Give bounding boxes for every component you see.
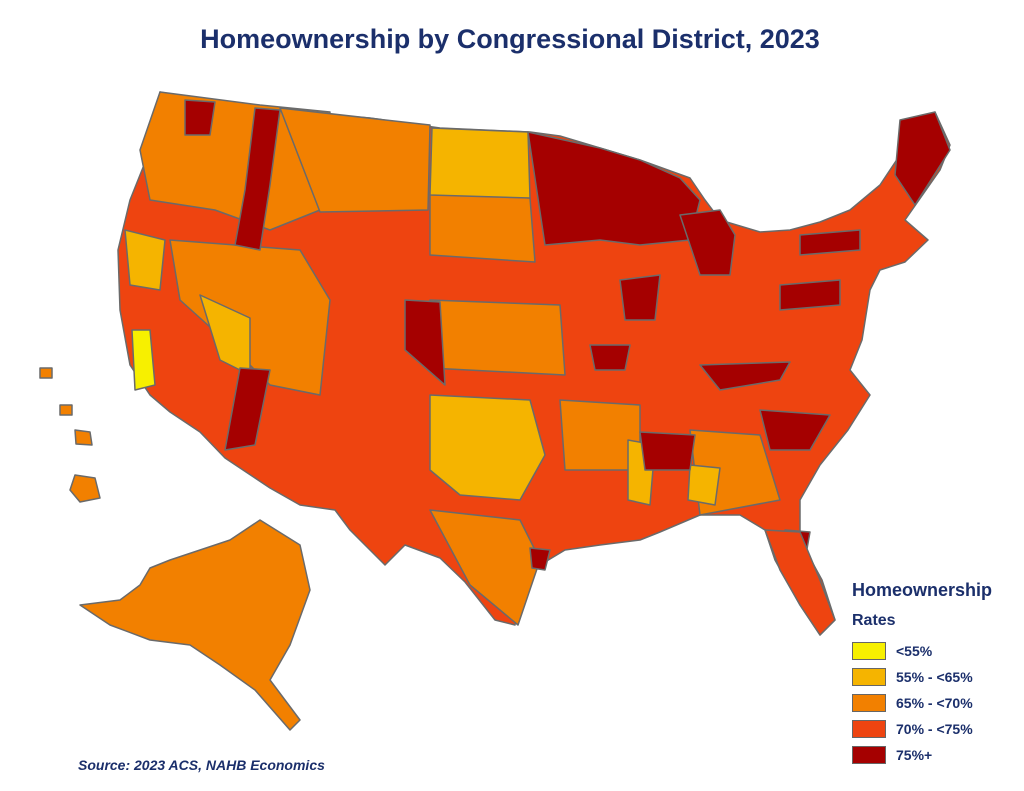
- region-pennsylvania: [779, 279, 841, 311]
- legend-label: 65% - <70%: [896, 695, 973, 711]
- region-texas-gulf: [529, 547, 551, 571]
- region-hawaii-oahu: [59, 404, 73, 416]
- legend-swatch: [852, 642, 886, 660]
- legend-title: Homeownership: [852, 580, 993, 600]
- region-bay-area: [131, 329, 156, 391]
- region-colorado-west: [404, 299, 446, 386]
- legend-item-70-75: 70% - <75%: [852, 716, 1020, 742]
- region-maine: [894, 111, 951, 206]
- legend-item-65-70: 65% - <70%: [852, 690, 1020, 716]
- region-south-texas: [429, 509, 541, 626]
- legend-swatch: [852, 694, 886, 712]
- region-kansas: [429, 299, 566, 376]
- region-california-coast: [124, 229, 166, 291]
- region-hawaii-maui: [74, 429, 93, 446]
- legend-item-75plus: 75%+: [852, 742, 1020, 768]
- legend-subtitle: Rates: [852, 612, 896, 629]
- region-north-dakota: [429, 127, 531, 199]
- legend-swatch: [852, 720, 886, 738]
- region-south-dakota: [429, 191, 536, 263]
- region-hawaii-kauai: [39, 367, 53, 379]
- legend-item-55-65: 55% - <65%: [852, 664, 1020, 690]
- region-alabama: [687, 464, 721, 506]
- legend-label: 70% - <75%: [896, 721, 973, 737]
- region-puget: [184, 99, 216, 136]
- region-missouri: [589, 344, 631, 371]
- region-new-york: [799, 229, 861, 256]
- region-wisconsin-south: [619, 274, 661, 321]
- map-title: Homeownership by Congressional District,…: [200, 24, 820, 54]
- legend-label: 55% - <65%: [896, 669, 973, 685]
- region-carolinas: [759, 409, 831, 451]
- region-oklahoma: [429, 394, 546, 501]
- region-florida: [764, 529, 836, 636]
- legend-item-lt55: <55%: [852, 638, 1020, 664]
- legend-label: 75%+: [896, 747, 933, 763]
- source-note: Source: 2023 ACS, NAHB Economics: [78, 757, 325, 773]
- us-district-map: [39, 91, 951, 731]
- region-washington-east: [234, 107, 281, 251]
- region-appalachia: [699, 361, 791, 391]
- region-arizona-west: [224, 367, 271, 451]
- legend: Homeownership Rates <55% 55% - <65% 65% …: [852, 578, 1020, 768]
- region-hawaii-big: [69, 474, 101, 503]
- legend-swatch: [852, 668, 886, 686]
- region-michigan: [679, 209, 736, 276]
- region-montana: [279, 107, 431, 213]
- legend-swatch: [852, 746, 886, 764]
- legend-label: <55%: [896, 643, 933, 659]
- region-upper-midwest: [527, 131, 701, 246]
- region-tennessee: [639, 431, 696, 471]
- region-alaska: [79, 519, 311, 731]
